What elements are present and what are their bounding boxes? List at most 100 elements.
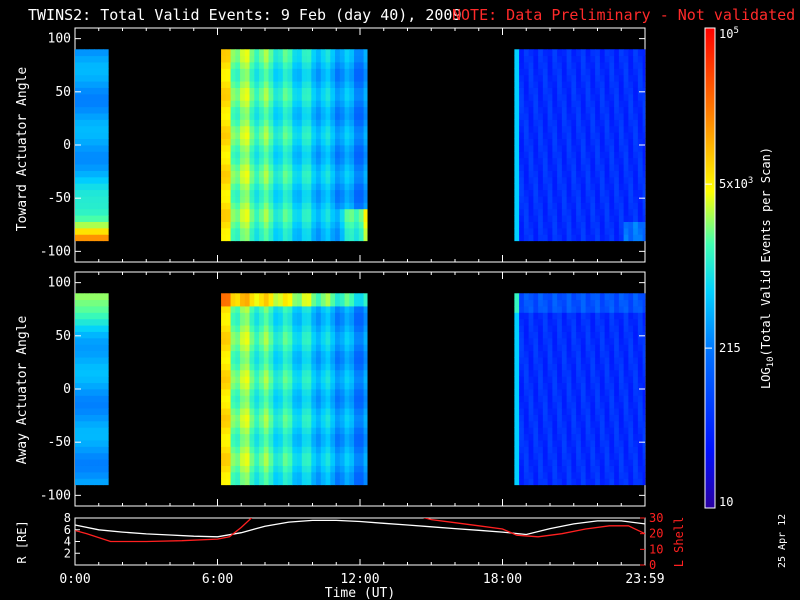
heatmap-cell bbox=[533, 369, 539, 377]
heatmap-cell bbox=[363, 337, 368, 345]
heatmap-cell bbox=[254, 170, 260, 178]
heatmap-cell bbox=[79, 62, 85, 69]
heatmap-cell bbox=[595, 382, 601, 390]
heatmap-cell bbox=[614, 420, 620, 428]
heatmap-cell bbox=[263, 408, 269, 415]
heatmap-cell bbox=[249, 376, 255, 384]
heatmap-cell bbox=[240, 427, 246, 435]
heatmap-cell bbox=[344, 299, 350, 307]
heatmap-cell bbox=[344, 196, 350, 203]
heatmap-cell bbox=[292, 176, 298, 184]
heatmap-cell bbox=[514, 157, 520, 165]
heatmap-cell bbox=[306, 138, 312, 146]
heatmap-cell bbox=[282, 183, 288, 191]
heatmap-cell bbox=[320, 202, 326, 210]
heatmap-cell bbox=[94, 408, 100, 415]
heatmap-cell bbox=[358, 227, 364, 235]
heatmap-cell bbox=[637, 202, 644, 210]
heatmap-cell bbox=[614, 176, 620, 184]
heatmap-cell bbox=[297, 176, 303, 184]
heatmap-cell bbox=[571, 68, 577, 76]
heatmap-cell bbox=[637, 100, 644, 108]
heatmap-cell bbox=[225, 87, 231, 95]
heatmap-cell bbox=[263, 196, 269, 203]
heatmap-cell bbox=[94, 382, 100, 390]
heatmap-cell bbox=[547, 312, 553, 320]
heatmap-cell bbox=[344, 446, 350, 454]
heatmap-cell bbox=[344, 344, 350, 352]
heatmap-cell bbox=[628, 337, 634, 345]
heatmap-cell bbox=[230, 312, 236, 320]
heatmap-cell bbox=[230, 196, 236, 203]
heatmap-cell bbox=[330, 414, 336, 422]
heatmap-cell bbox=[98, 382, 104, 390]
heatmap-cell bbox=[576, 183, 582, 191]
heatmap-cell bbox=[292, 420, 298, 428]
heatmap-cell bbox=[254, 452, 260, 460]
heatmap-cell bbox=[268, 420, 274, 428]
heatmap-cell bbox=[278, 369, 284, 377]
heatmap-cell bbox=[306, 446, 312, 454]
heatmap-cell bbox=[637, 113, 644, 120]
heatmap-cell bbox=[642, 189, 646, 197]
heatmap-cell bbox=[94, 151, 100, 159]
heatmap-cell bbox=[84, 325, 90, 332]
heatmap-cell bbox=[349, 299, 355, 307]
heatmap-cell bbox=[633, 318, 639, 326]
heatmap-cell bbox=[316, 325, 322, 332]
heatmap-cell bbox=[335, 202, 341, 210]
heatmap-cell bbox=[585, 100, 591, 108]
heatmap-cell bbox=[618, 208, 625, 216]
heatmap-cell bbox=[349, 74, 355, 82]
heatmap-cell bbox=[103, 363, 109, 371]
heatmap-cell bbox=[547, 331, 553, 339]
heatmap-cell bbox=[225, 459, 231, 466]
heatmap-cell bbox=[528, 132, 534, 140]
heatmap-cell bbox=[637, 49, 644, 57]
heatmap-cell bbox=[566, 420, 572, 428]
heatmap-cell bbox=[580, 87, 587, 95]
heatmap-cell bbox=[514, 382, 520, 390]
heatmap-cell bbox=[547, 81, 553, 88]
heatmap-cell bbox=[292, 401, 298, 409]
heatmap-cell bbox=[103, 81, 109, 88]
heatmap-cell bbox=[523, 164, 530, 171]
heatmap-cell bbox=[609, 389, 615, 396]
heatmap-cell bbox=[339, 293, 345, 301]
heatmap-cell bbox=[618, 74, 625, 82]
heatmap-cell bbox=[571, 363, 577, 371]
heatmap-cell bbox=[618, 357, 625, 364]
heatmap-cell bbox=[633, 55, 639, 63]
heatmap-cell bbox=[339, 164, 345, 171]
heatmap-cell bbox=[580, 299, 587, 307]
heatmap-cell bbox=[240, 318, 246, 326]
heatmap-cell bbox=[552, 234, 558, 242]
heatmap-cell bbox=[335, 189, 341, 197]
heatmap-cell bbox=[339, 312, 345, 320]
heatmap-cell bbox=[282, 119, 288, 127]
heatmap-cell bbox=[528, 227, 534, 235]
heatmap-cell bbox=[221, 325, 227, 332]
heatmap-cell bbox=[268, 331, 274, 339]
heatmap-cell bbox=[576, 376, 582, 384]
heatmap-cell bbox=[628, 196, 634, 203]
heatmap-cell bbox=[297, 299, 303, 307]
heatmap-cell bbox=[519, 164, 525, 171]
heatmap-cell bbox=[618, 465, 625, 473]
heatmap-cell bbox=[244, 433, 250, 441]
heatmap-cell bbox=[103, 208, 109, 216]
heatmap-cell bbox=[301, 471, 307, 479]
heatmap-cell bbox=[533, 119, 539, 127]
heatmap-cell bbox=[523, 293, 530, 301]
heatmap-cell bbox=[358, 113, 364, 120]
heatmap-cell bbox=[618, 49, 625, 57]
heatmap-cell bbox=[566, 234, 572, 242]
heatmap-cell bbox=[75, 465, 81, 473]
heatmap-cell bbox=[633, 299, 639, 307]
heatmap-cell bbox=[642, 408, 646, 415]
heatmap-cell bbox=[320, 81, 326, 88]
heatmap-cell bbox=[249, 293, 255, 301]
heatmap-cell bbox=[292, 189, 298, 197]
heatmap-cell bbox=[330, 145, 336, 152]
heatmap-cell bbox=[75, 113, 81, 120]
